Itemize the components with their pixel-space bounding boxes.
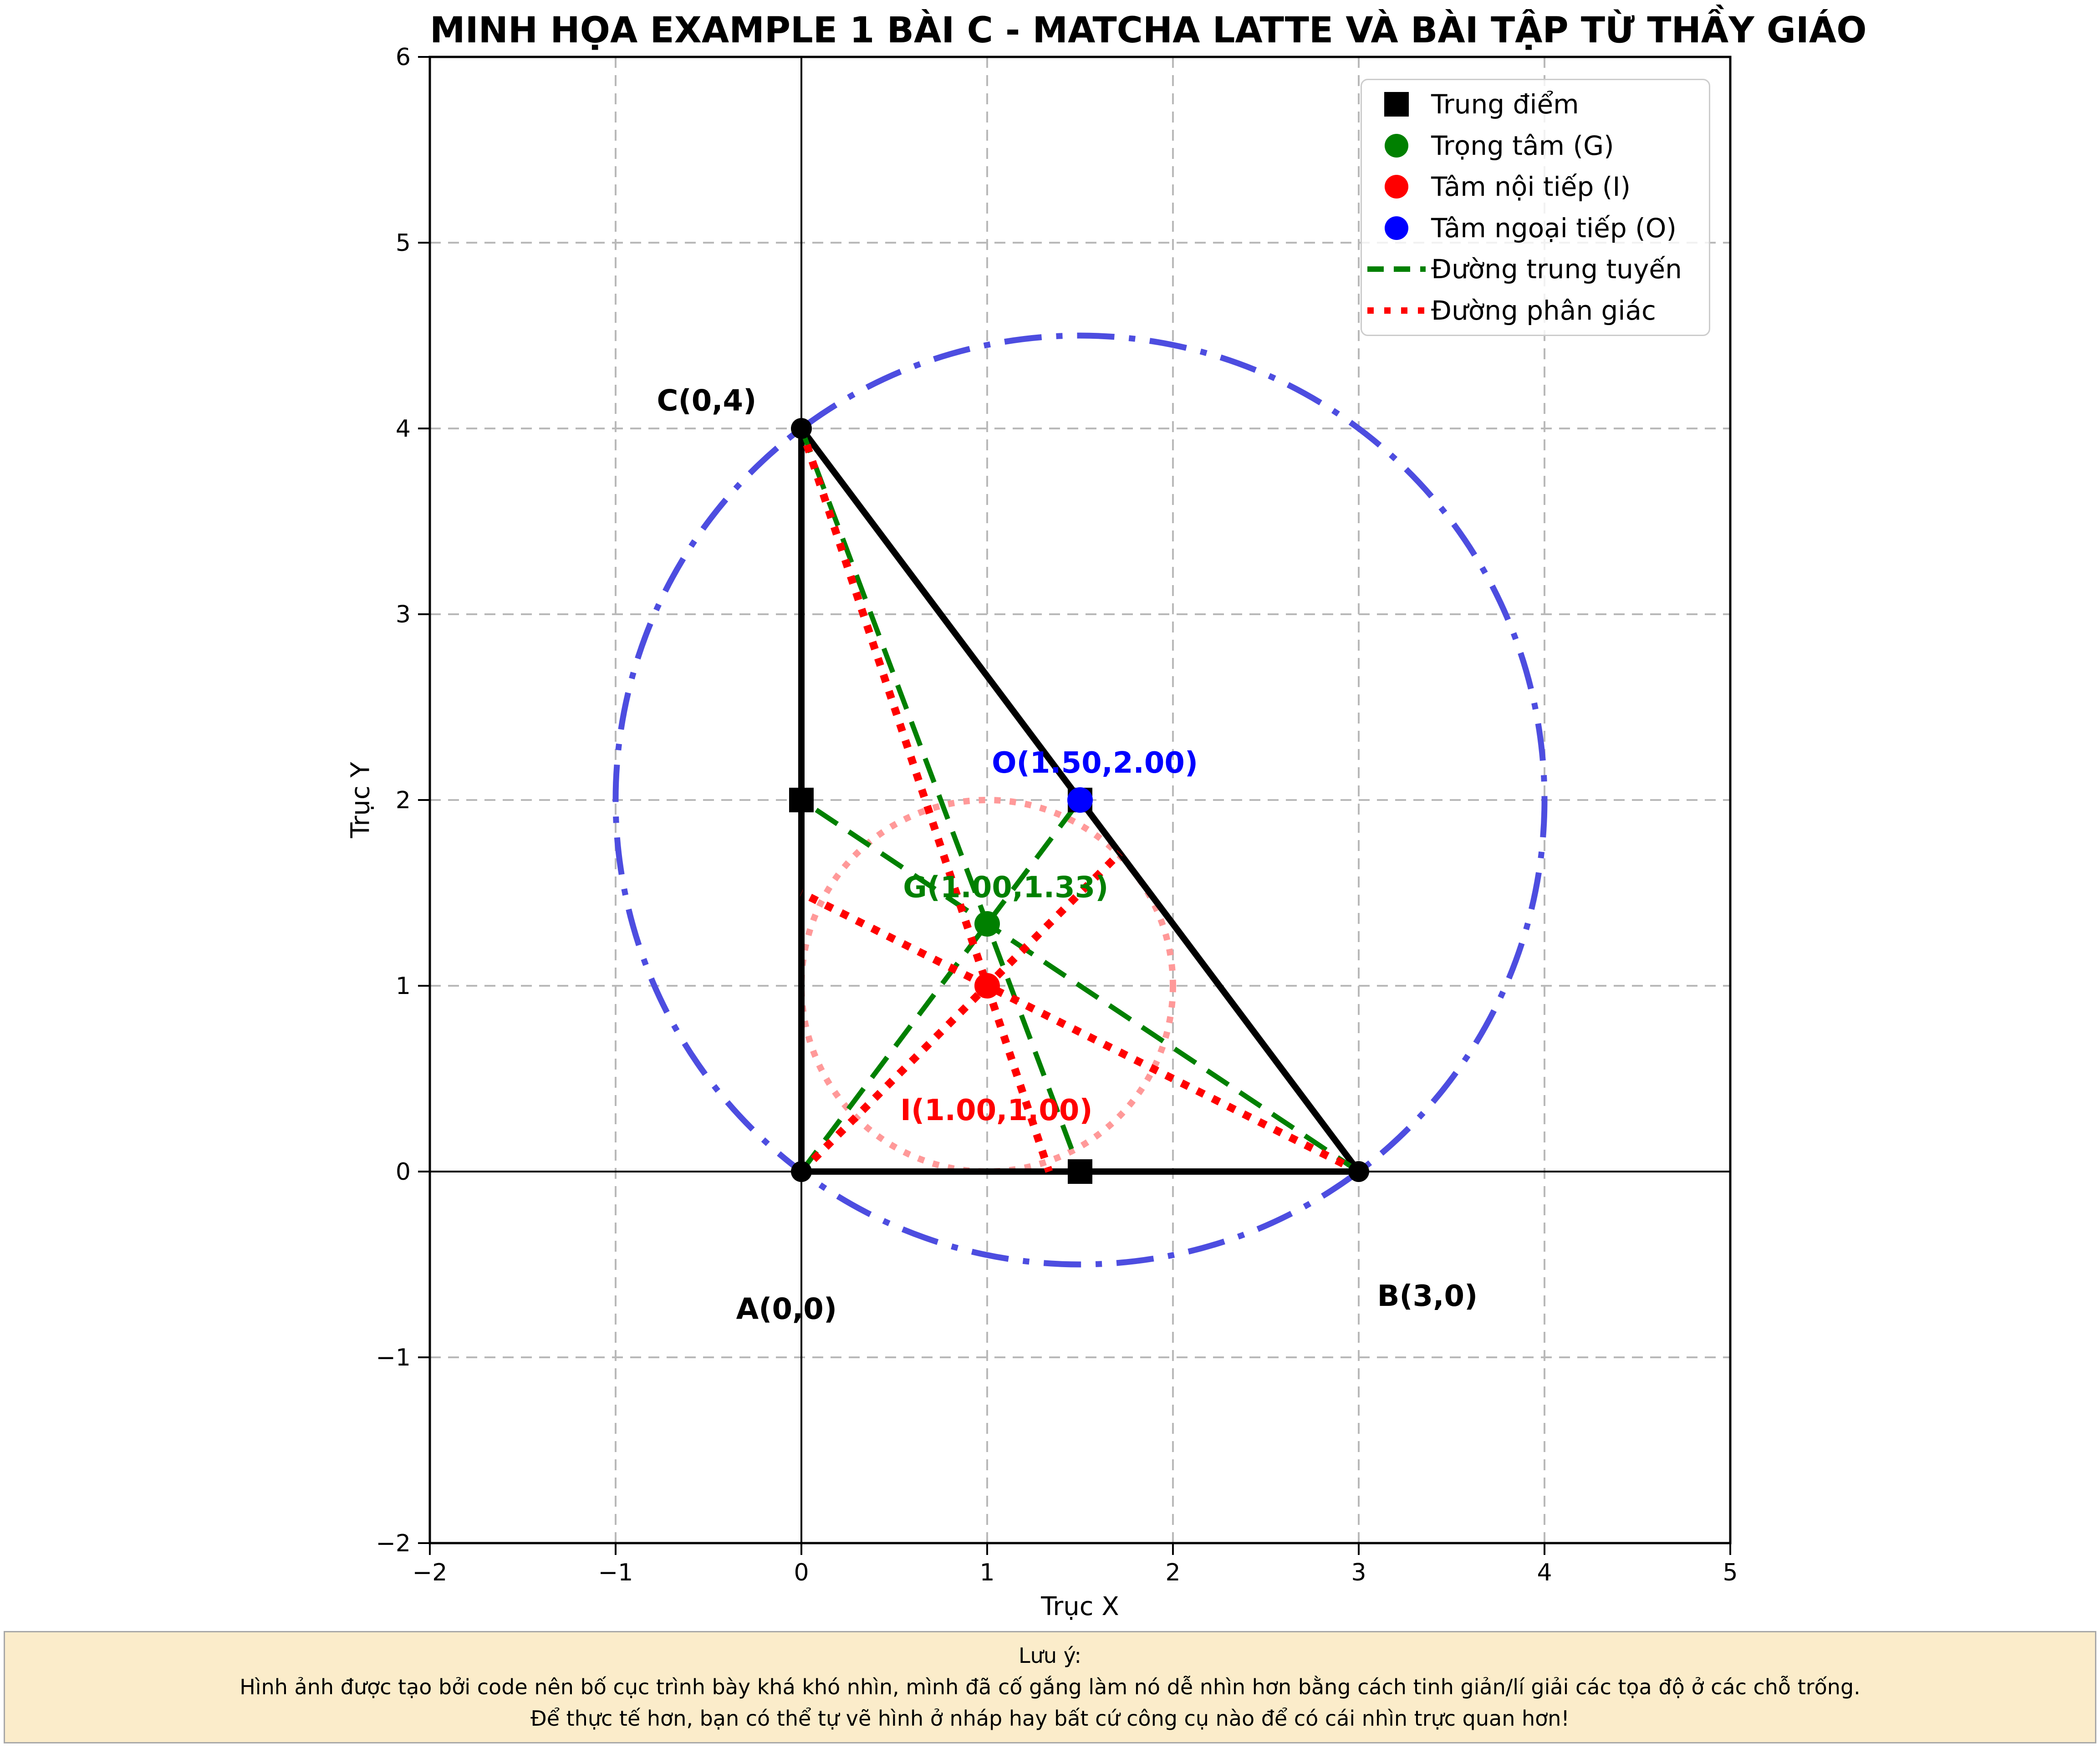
circumcenter-dot	[1067, 787, 1093, 813]
x-tick-label: 2	[1165, 1559, 1180, 1586]
legend-marker-cell	[1362, 133, 1431, 158]
circumcenter-dot-icon	[1385, 216, 1408, 240]
bisector-line	[800, 889, 1361, 1175]
note-box: Lưu ý: Hình ảnh được tạo bởi code nên bố…	[4, 1631, 2096, 1743]
y-tick-label: −2	[376, 1530, 411, 1557]
legend-marker-cell	[1362, 265, 1431, 273]
vertex-label: B(3,0)	[1377, 1279, 1478, 1313]
legend-item-label: Đường phân giác	[1431, 295, 1656, 326]
note-line-2: Để thực tế hơn, bạn có thể tự vẽ hình ở …	[530, 1706, 1570, 1731]
vertex-dot-C	[791, 418, 812, 439]
incircle	[798, 797, 1176, 1175]
midpoint-marker	[789, 788, 814, 812]
legend-item-midpoint: Trung điểm	[1362, 84, 1709, 125]
legend-item-incenter: Tâm nội tiếp (I)	[1362, 166, 1709, 208]
legend-item-label: Tâm ngoại tiếp (O)	[1431, 212, 1677, 244]
legend-marker-cell	[1362, 216, 1431, 240]
x-tick-label: 5	[1723, 1559, 1738, 1586]
vertex-dot-B	[1348, 1161, 1369, 1182]
legend-item-label: Tâm nội tiếp (I)	[1431, 171, 1631, 203]
y-tick-label: 6	[396, 44, 411, 71]
vertex-label: C(0,4)	[657, 384, 756, 418]
legend-item-label: Trọng tâm (G)	[1431, 130, 1614, 161]
legend-item-circumcenter: Tâm ngoại tiếp (O)	[1362, 208, 1709, 249]
y-tick-label: −1	[376, 1344, 411, 1371]
x-tick-label: −2	[413, 1559, 448, 1586]
note-line-1: Hình ảnh được tạo bởi code nên bố cục tr…	[240, 1675, 1860, 1699]
legend-item-bisector: Đường phân giác	[1362, 290, 1709, 331]
legend-marker-cell	[1362, 92, 1431, 117]
vertex-label: A(0,0)	[736, 1293, 837, 1326]
dotted-line-icon	[1367, 307, 1426, 314]
vertex-dot-A	[791, 1161, 812, 1182]
x-tick-label: −1	[598, 1559, 633, 1586]
legend-item-label: Trung điểm	[1431, 89, 1579, 120]
legend: Trung điểm Trọng tâm (G) Tâm nội tiếp (I…	[1361, 79, 1710, 336]
y-tick-label: 4	[396, 415, 411, 443]
x-axis-label: Trục X	[1041, 1592, 1119, 1621]
incenter-dot-icon	[1385, 175, 1408, 199]
note-heading: Lưu ý:	[1019, 1643, 1081, 1668]
y-tick-label: 1	[396, 973, 411, 1000]
x-tick-label: 0	[794, 1559, 809, 1586]
legend-item-centroid: Trọng tâm (G)	[1362, 125, 1709, 167]
legend-marker-cell	[1362, 175, 1431, 199]
centroid-dot	[974, 911, 1000, 937]
median-line	[800, 798, 1361, 1174]
y-tick-label: 5	[396, 229, 411, 257]
incenter-dot	[974, 973, 1000, 999]
midpoint-square-icon	[1384, 92, 1409, 117]
median-line	[799, 428, 1083, 1172]
incenter-label: I(1.00,1.00)	[900, 1094, 1092, 1127]
chart-title: MINH HỌA EXAMPLE 1 BÀI C - MATCHA LATTE …	[430, 10, 1867, 51]
x-tick-label: 1	[979, 1559, 994, 1586]
circumcenter-label: O(1.50,2.00)	[992, 746, 1198, 780]
legend-item-median: Đường trung tuyến	[1362, 249, 1709, 290]
x-tick-label: 4	[1537, 1559, 1552, 1586]
y-tick-label: 0	[396, 1158, 411, 1186]
y-tick-label: 2	[396, 787, 411, 814]
dashed-line-icon	[1367, 266, 1426, 272]
y-tick-label: 3	[396, 601, 411, 628]
x-tick-label: 3	[1351, 1559, 1366, 1586]
centroid-dot-icon	[1385, 133, 1408, 158]
legend-marker-cell	[1362, 306, 1431, 315]
centroid-label: G(1.00,1.33)	[903, 871, 1108, 904]
circumcircle	[612, 332, 1548, 1268]
legend-item-label: Đường trung tuyến	[1431, 254, 1682, 285]
y-axis-label: Trục Y	[346, 762, 376, 838]
bisector-line	[798, 850, 1123, 1175]
midpoint-marker	[1068, 1159, 1092, 1184]
